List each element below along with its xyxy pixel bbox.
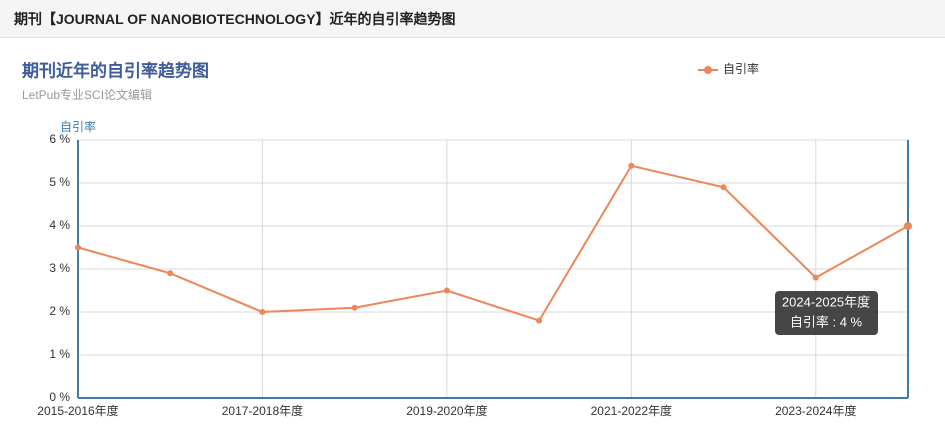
tooltip-text: 自引率 : 4 % — [790, 314, 863, 329]
y-tick-label: 2 % — [49, 304, 70, 318]
y-tick-label: 6 % — [49, 132, 70, 146]
x-tick-label: 2015-2016年度 — [37, 403, 118, 418]
x-tick-label: 2019-2020年度 — [406, 403, 487, 418]
tooltip-title: 2024-2025年度 — [782, 294, 870, 309]
data-point — [904, 222, 912, 230]
y-tick-label: 3 % — [49, 261, 70, 275]
data-point — [628, 162, 635, 169]
data-point — [167, 270, 174, 277]
data-point — [351, 304, 358, 311]
tooltip-box — [775, 291, 878, 335]
data-point — [812, 274, 819, 281]
header-title: 期刊【JOURNAL OF NANOBIOTECHNOLOGY】近年的自引率趋势… — [0, 0, 945, 38]
y-tick-label: 4 % — [49, 218, 70, 232]
y-tick-label: 1 % — [49, 347, 70, 361]
x-tick-label: 2023-2024年度 — [775, 403, 856, 418]
y-tick-label: 0 % — [49, 390, 70, 404]
chart-subtitle: LetPub专业SCI论文编辑 — [22, 87, 152, 102]
data-point — [720, 184, 727, 191]
legend-swatch-dot — [704, 66, 712, 74]
data-point — [75, 244, 81, 251]
y-tick-label: 5 % — [49, 175, 70, 189]
chart-title: 期刊近年的自引率趋势图 — [22, 60, 209, 80]
x-tick-label: 2017-2018年度 — [222, 403, 303, 418]
series-line — [77, 164, 909, 322]
data-point — [443, 287, 450, 294]
y-axis-label: 自引率 — [60, 119, 96, 134]
data-point — [259, 309, 266, 315]
x-tick-label: 2021-2022年度 — [591, 403, 672, 418]
data-point — [536, 317, 543, 324]
legend-label: 自引率 — [723, 61, 759, 76]
